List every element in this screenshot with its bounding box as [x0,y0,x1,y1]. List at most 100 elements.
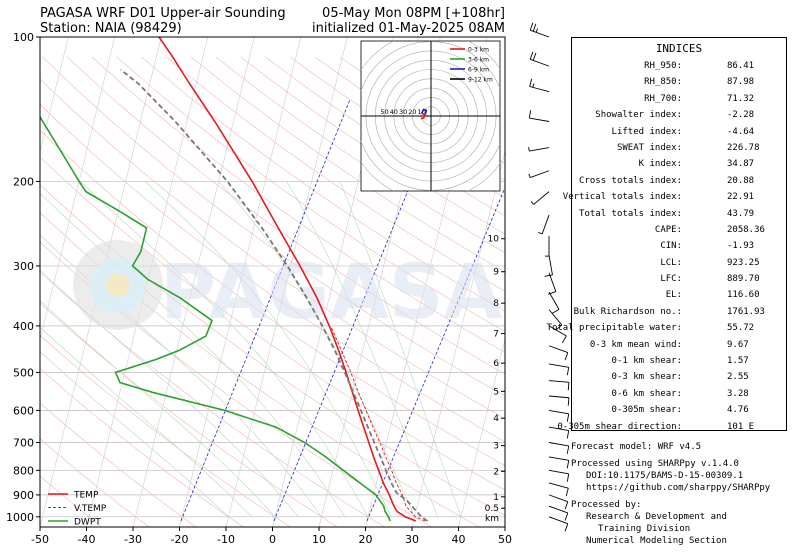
init-time-label: initialized 01-May-2025 08AM [311,21,505,36]
wind-barb [530,191,550,205]
index-row: K index: 34.87 [572,159,786,175]
wind-barb [548,309,563,331]
wind-barb [548,442,570,454]
height-km-label: 5 [493,387,499,397]
index-value: 9.67 [727,339,749,350]
chart-title-left: PAGASA WRF D01 Upper-air Sounding Statio… [40,6,286,36]
valid-time-label: 05-May Mon 08PM [+108hr] [322,6,505,21]
dry-adiabat-line [165,56,505,292]
index-value: 4.76 [727,405,749,416]
index-value: 34.87 [727,159,755,170]
moist-adiabat-line [40,234,322,517]
isotherm-line [225,37,348,527]
index-label: RH_850: [644,77,682,88]
footer-credits: Forecast model: WRF v4.5 Processed using … [571,441,770,547]
org-line-3: Numerical Modeling Section [586,536,727,546]
y-tick-label: 400 [13,320,34,333]
index-value: 22.91 [727,192,755,203]
index-label: Showalter index: [595,110,682,121]
index-label: Cross totals index: [579,175,682,186]
height-km-label: 3 [493,442,499,452]
index-label: EL: [665,290,682,301]
moist-adiabat-line [144,181,392,517]
wind-barb [529,78,550,93]
x-tick-label: -20 [171,533,189,546]
isotherm-line [40,37,162,527]
hodograph-ring-label: 20 [408,108,416,116]
legend-label: TEMP [73,491,99,501]
watermark-text: PAGASA [160,247,502,336]
index-row: Total precipitable water: 55.72 [547,323,786,339]
chart-legend: TEMP V.TEMP DWPT [48,491,107,528]
index-row: EL: 116.60 [572,290,786,306]
x-tick-label: -30 [124,533,142,546]
x-tick-label: 40 [452,533,466,546]
hodograph-ring-label: 40 [390,108,398,116]
index-value: 226.78 [727,142,760,153]
wind-barb [548,516,569,532]
y-tick-label: 900 [13,489,34,502]
height-km-label: 0.5 [485,504,499,514]
dry-adiabat-line [40,241,432,527]
height-km-label: 1 [493,493,499,503]
index-value: -2.28 [727,110,755,121]
wind-barb [548,345,569,361]
dry-adiabat-line [91,56,505,353]
github-link[interactable]: https://github.com/sharppy/SHARPpy [586,483,771,493]
moist-adiabat-line [339,181,462,517]
dry-adiabat-line [66,56,505,375]
dry-adiabat-line [40,334,291,527]
wind-barb [528,170,550,179]
index-row: Cross totals index: 20.88 [572,176,786,192]
index-value: 1.57 [727,356,749,367]
dry-adiabat-line [40,129,505,466]
y-tick-label: 500 [13,366,34,379]
height-km-label: 8 [493,299,499,309]
hodograph-trace [420,112,427,120]
dry-adiabat-line [42,56,505,397]
height-km-label: 2 [493,467,499,477]
isotherm-line [458,338,505,527]
index-row: 0-305m shear direction: 101 E [557,422,786,438]
moist-adiabat-line [79,181,369,517]
index-label: Vertical totals index: [562,192,682,203]
index-row: 0-3 km shear: 2.55 [572,372,786,388]
height-km-label: 7 [493,330,499,340]
x-tick-label: -50 [31,533,49,546]
height-km-label: 4 [493,414,499,424]
isotherm-line [40,37,116,341]
index-value: 2.55 [727,372,749,383]
dry-adiabat-line [141,56,505,312]
wind-barb [548,505,569,521]
dewpoint-profile-line [40,115,391,522]
index-label: Total precipitable water: [546,323,682,334]
moist-adiabat-line [40,326,253,518]
index-value: 889.70 [727,274,760,285]
wind-barb [548,426,570,439]
doi-text: DOI:10.1175/BAMS-D-15-00309.1 [586,471,744,481]
index-label: Lifted index: [611,126,682,137]
index-row: RH_850: 87.98 [572,77,786,93]
legend-label: V.TEMP [74,504,107,514]
index-value: -1.93 [727,241,755,252]
index-label: CAPE: [654,224,682,235]
index-row: CAPE: 2058.36 [572,225,786,241]
wind-barb [529,51,550,67]
index-label: 0-305m shear: [611,405,682,416]
index-row: LFC: 889.70 [572,274,786,290]
isotherm-line [179,37,302,527]
index-label: Total totals index: [579,208,682,219]
station-label: Station: NAIA (98429) [40,21,182,36]
index-value: 116.60 [727,290,760,301]
x-tick-label: 30 [405,533,419,546]
index-label: 0-305m shear direction: [557,421,682,432]
hodograph-legend-label: 6-9 km [468,67,489,74]
isotherm-line [0,37,22,527]
index-value: 1761.93 [727,306,765,317]
pagasa-logo-watermark: PAGASA [73,240,502,336]
forecast-model-text: Forecast model: WRF v4.5 [571,442,702,452]
dry-adiabat-line [40,103,505,443]
index-row: Bulk Richardson no.: 1761.93 [572,307,786,323]
chart-title-right: 05-May Mon 08PM [+108hr] initialized 01-… [312,6,505,36]
y-tick-label: 1000 [6,511,34,524]
